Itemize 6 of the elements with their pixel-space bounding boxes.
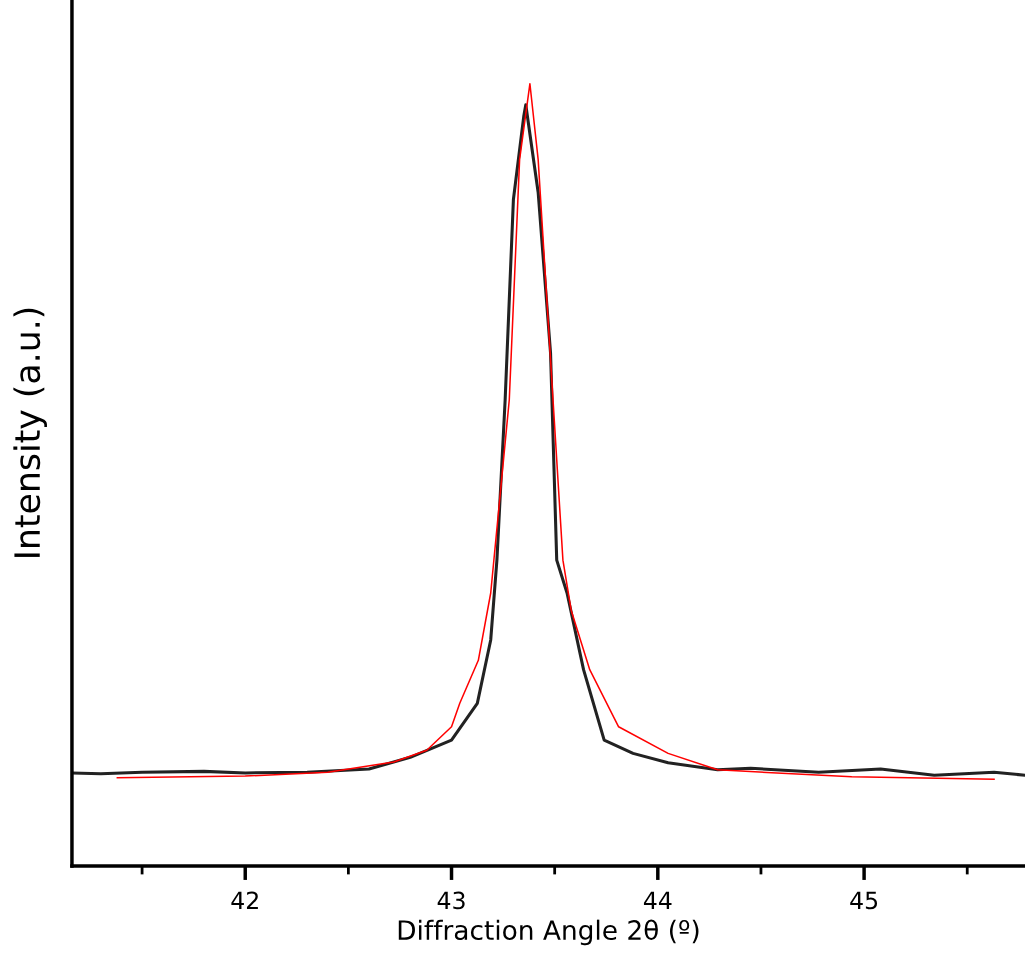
x-tick-label: 45 bbox=[850, 891, 878, 910]
x-tick-label: 42 bbox=[231, 891, 258, 909]
x-axis-title: Diffraction Angle 2θ (º) bbox=[398, 919, 699, 946]
y-axis-title: Intensity (a.u.) bbox=[13, 308, 47, 557]
x-tick-label: 44 bbox=[643, 891, 672, 909]
x-tick-label: 43 bbox=[437, 891, 465, 910]
